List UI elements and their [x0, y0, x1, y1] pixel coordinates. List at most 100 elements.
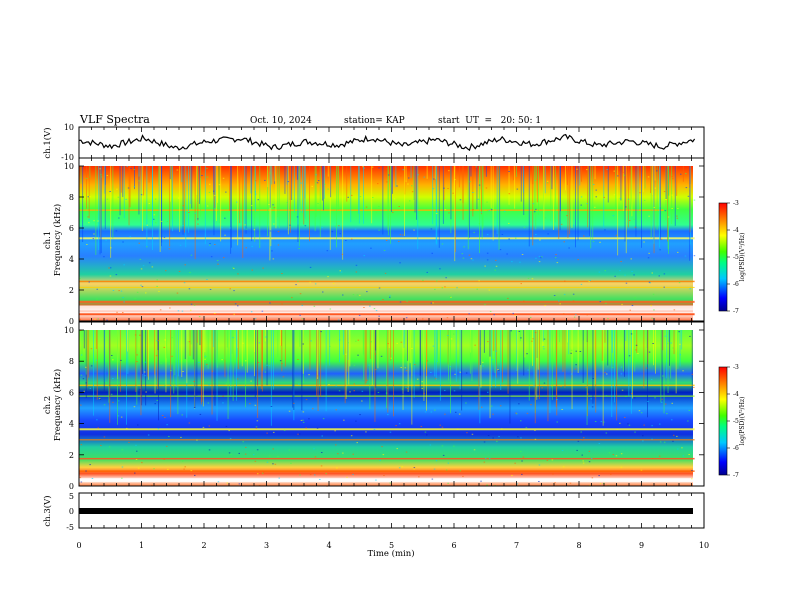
spectral-speckle — [255, 426, 258, 428]
spectral-speckle — [534, 332, 537, 334]
spectral-speckle — [121, 361, 124, 363]
spectral-speckle — [492, 437, 494, 439]
spectral-streak — [317, 330, 319, 411]
spectral-streak — [350, 166, 352, 223]
spectral-speckle — [482, 365, 484, 367]
spectral-streak — [81, 330, 83, 354]
spectral-streak — [479, 166, 480, 254]
spectral-speckle — [487, 435, 490, 436]
spectral-streak — [587, 166, 589, 228]
spectral-speckle — [577, 440, 580, 442]
time-tick-label: 3 — [264, 541, 269, 550]
spectral-speckle — [321, 227, 323, 228]
spectral-streak — [434, 166, 436, 180]
spectral-speckle — [359, 414, 361, 416]
spectral-streak — [145, 330, 147, 406]
spectral-speckle — [605, 432, 608, 434]
spectral-speckle — [688, 409, 690, 411]
spectral-streak — [537, 330, 539, 370]
spectral-speckle — [237, 273, 239, 275]
spectral-speckle — [546, 182, 549, 184]
spectral-speckle — [190, 303, 193, 305]
spectral-speckle — [413, 467, 416, 469]
spectral-speckle — [581, 454, 583, 456]
spectral-speckle — [90, 348, 93, 350]
spectral-streak — [616, 330, 618, 380]
spectral-speckle — [387, 343, 389, 345]
spectral-speckle — [413, 229, 415, 231]
spectral-speckle — [631, 271, 633, 272]
spectral-speckle — [345, 240, 347, 241]
time-tick-label: 10 — [699, 541, 709, 550]
spectral-speckle — [447, 482, 449, 484]
spectral-streak — [665, 166, 667, 199]
spectral-streak — [500, 330, 502, 390]
ch1-spectrogram-features — [79, 166, 696, 322]
spectral-speckle — [118, 290, 120, 292]
spectral-streak — [532, 330, 533, 366]
spectral-speckle — [633, 274, 635, 276]
spectral-streak — [213, 166, 215, 195]
spectral-speckle — [444, 389, 446, 391]
spectral-speckle — [234, 303, 237, 305]
spectral-speckle — [324, 183, 326, 185]
spectral-speckle — [89, 196, 91, 198]
spectral-speckle — [388, 174, 390, 176]
spectral-speckle — [176, 292, 179, 294]
spectral-speckle — [138, 242, 140, 244]
spectral-streak — [319, 166, 321, 238]
spectral-band — [79, 305, 695, 311]
spectral-streak — [655, 330, 656, 374]
spectral-streak — [207, 330, 209, 369]
spectral-speckle — [254, 318, 257, 320]
spectral-speckle — [128, 441, 130, 443]
spectral-streak — [197, 166, 198, 202]
spectral-streak — [158, 330, 159, 421]
spectral-streak — [358, 166, 359, 214]
spectral-speckle — [272, 258, 275, 260]
spectral-streak — [241, 330, 243, 367]
spectral-streak — [542, 330, 544, 342]
spectral-streak — [614, 330, 615, 403]
spectral-streak — [575, 166, 576, 248]
spectral-speckle — [314, 456, 317, 458]
spectral-speckle — [157, 428, 160, 430]
spectral-speckle — [378, 229, 380, 231]
spectral-speckle — [402, 234, 404, 236]
spectral-speckle — [362, 166, 364, 168]
spectral-speckle — [188, 212, 190, 213]
spectral-speckle — [298, 384, 301, 386]
spectral-speckle — [630, 258, 632, 260]
spectral-streak — [95, 166, 97, 255]
spectral-speckle — [88, 222, 90, 224]
spectral-streak — [181, 330, 183, 377]
spectral-speckle — [371, 166, 374, 168]
ch1-ytick-bottom: -10 — [61, 153, 74, 162]
spectral-streak — [259, 166, 261, 248]
spectral-streak — [682, 166, 684, 182]
spectral-speckle — [374, 353, 377, 355]
spectral-speckle — [359, 294, 361, 296]
spectral-streak — [273, 166, 275, 184]
spectral-speckle — [244, 360, 247, 362]
spectral-streak — [200, 330, 202, 405]
spectral-speckle — [310, 340, 312, 342]
spectral-streak — [601, 330, 603, 361]
spectral-speckle — [253, 454, 255, 456]
spectral-streak — [254, 330, 256, 398]
spectral-band — [79, 457, 695, 460]
spectral-speckle — [188, 288, 191, 290]
spectral-speckle — [343, 419, 345, 421]
spectral-speckle — [389, 431, 392, 433]
spectral-speckle — [605, 395, 608, 397]
spectral-speckle — [377, 183, 379, 185]
spectral-streak — [157, 330, 159, 390]
spectral-speckle — [535, 257, 537, 259]
spectral-speckle — [453, 445, 455, 447]
time-tick-label: 8 — [576, 541, 581, 550]
spectral-speckle — [299, 474, 301, 476]
spectral-speckle — [671, 419, 673, 421]
spectral-streak — [677, 330, 679, 369]
spectral-speckle — [352, 453, 354, 455]
spectral-speckle — [142, 265, 145, 267]
